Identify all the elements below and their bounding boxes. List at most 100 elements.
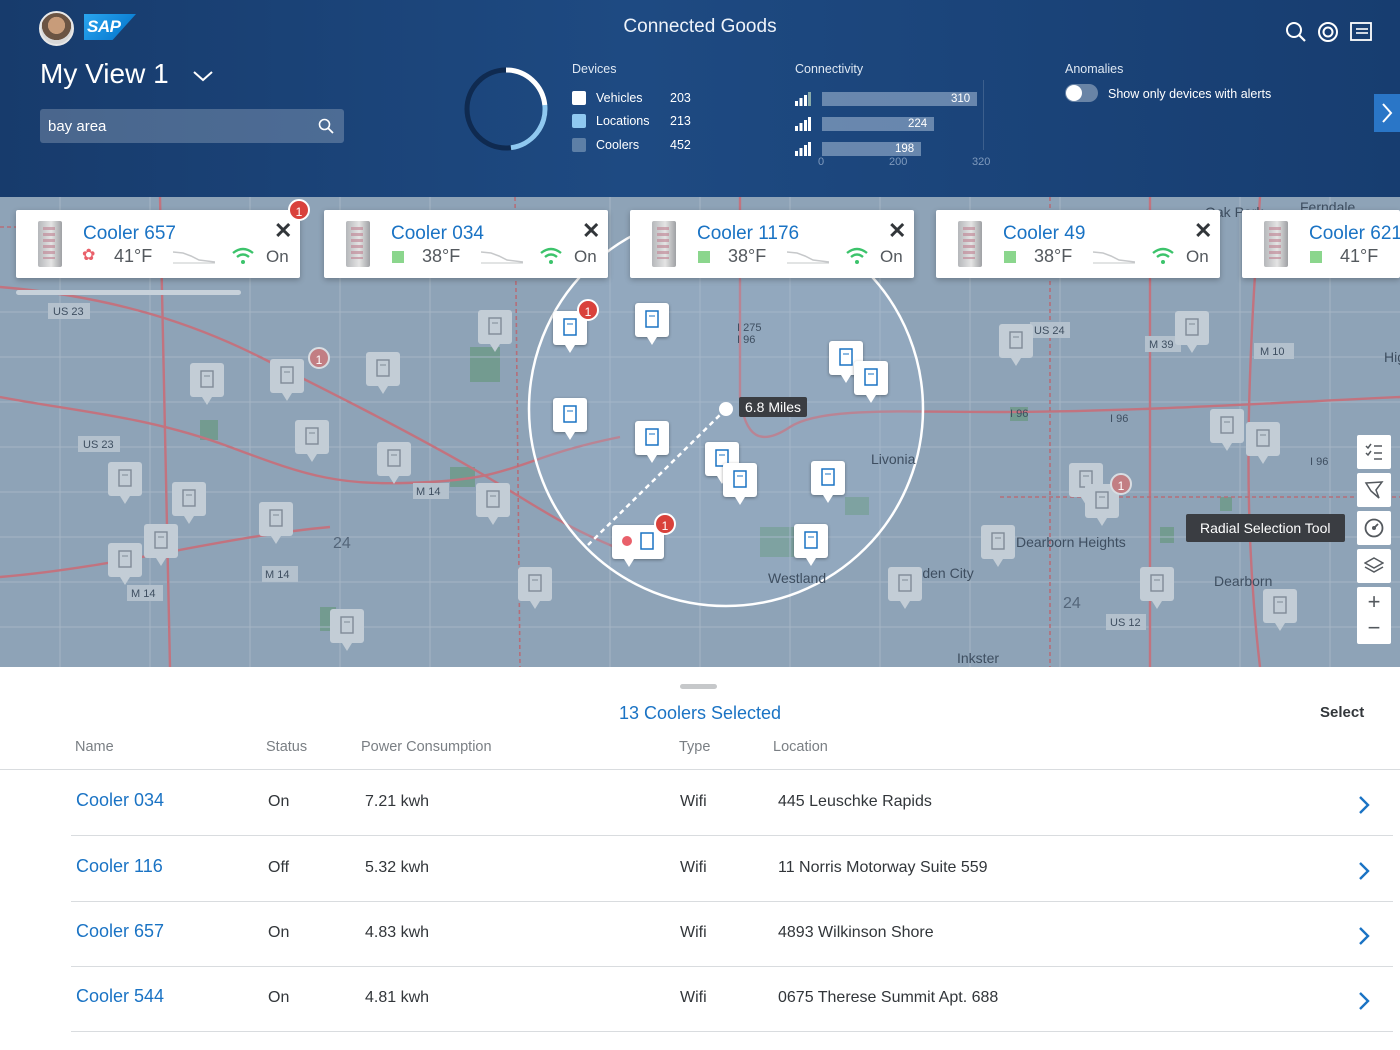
cooler-pin[interactable] [518, 567, 552, 609]
select-button[interactable]: Select [1320, 704, 1365, 721]
device-card[interactable]: Cooler 657 ✿ 41°F On ✕ [16, 210, 300, 278]
cooler-pin[interactable] [190, 363, 224, 405]
chevron-right-icon[interactable] [1357, 860, 1371, 882]
location-cell: 11 Norris Motorway Suite 559 [778, 859, 988, 876]
search-icon[interactable] [1284, 20, 1308, 44]
device-card[interactable]: Cooler 1176 38°F On ✕ [630, 210, 914, 278]
locations-swatch[interactable] [572, 114, 586, 129]
cooler-pin[interactable] [377, 442, 411, 484]
table-row[interactable]: Cooler 544 On 4.81 kwh Wifi 0675 Therese… [71, 966, 1393, 1032]
zoom-in-button[interactable]: + [1367, 589, 1381, 614]
radial-select-icon [1364, 518, 1384, 538]
user-avatar[interactable] [39, 11, 74, 46]
device-card[interactable]: Cooler 034 38°F On ✕ [324, 210, 608, 278]
close-icon[interactable]: ✕ [888, 218, 907, 243]
device-card-name[interactable]: Cooler 034 [391, 223, 484, 244]
device-card[interactable]: Cooler 49 38°F On ✕ [936, 210, 1220, 278]
list-filter-tool[interactable] [1357, 435, 1391, 469]
close-icon[interactable]: ✕ [582, 218, 601, 243]
connectivity-bar [822, 142, 921, 156]
search-icon[interactable] [318, 118, 334, 134]
close-icon[interactable]: ✕ [1194, 218, 1213, 243]
device-card-status: On [266, 247, 289, 266]
cooler-pin-selected[interactable] [635, 303, 669, 345]
device-row-vehicles[interactable]: Vehicles 203 [572, 86, 691, 110]
device-card-name[interactable]: Cooler 1176 [697, 223, 800, 244]
notifications-icon[interactable] [1316, 20, 1340, 44]
cooler-pin-selected[interactable] [794, 524, 828, 566]
distance-label: 6.8 Miles [739, 397, 808, 417]
zoom-out-button[interactable]: − [1367, 615, 1381, 640]
cooler-pin[interactable] [1246, 422, 1280, 464]
cooler-pin[interactable] [1175, 311, 1209, 353]
cooler-pin[interactable] [144, 524, 178, 566]
cooler-pin[interactable] [330, 609, 364, 651]
device-card-temp: 38°F [422, 246, 461, 266]
cooler-pin-selected[interactable] [635, 421, 669, 463]
cooler-link[interactable]: Cooler 116 [76, 856, 163, 876]
cooler-pin-selected[interactable] [553, 398, 587, 440]
column-header-location[interactable]: Location [773, 739, 828, 755]
cooler-pin-selected[interactable] [723, 463, 757, 505]
app-title: Connected Goods [623, 16, 777, 37]
temperature-sparkline [173, 251, 215, 264]
device-card-name[interactable]: Cooler 657 [83, 223, 176, 244]
cards-scroll-indicator[interactable] [16, 290, 241, 295]
vehicles-swatch[interactable] [572, 90, 586, 105]
cooler-pin[interactable] [888, 567, 922, 609]
view-title[interactable]: My View 1 [40, 58, 169, 89]
device-row-coolers[interactable]: Coolers 452 [572, 133, 691, 157]
cooler-link[interactable]: Cooler 657 [76, 921, 165, 941]
search-field[interactable] [40, 109, 344, 143]
alerts-toggle[interactable] [1065, 84, 1098, 102]
column-header-type[interactable]: Type [679, 739, 711, 755]
cooler-link[interactable]: Cooler 544 [76, 986, 165, 1006]
device-card-name[interactable]: Cooler 49 [1003, 223, 1086, 244]
cooler-pin[interactable] [270, 359, 304, 401]
close-icon[interactable]: ✕ [274, 218, 293, 243]
menu-icon[interactable] [1349, 20, 1373, 44]
device-card-name[interactable]: Cooler 621 [1309, 223, 1400, 244]
device-card[interactable]: Cooler 621 41°F [1242, 210, 1400, 278]
search-input[interactable] [40, 109, 310, 143]
cooler-pin[interactable] [295, 420, 329, 462]
cooler-pin[interactable] [259, 502, 293, 544]
wifi-icon [846, 247, 868, 264]
chevron-right-icon[interactable] [1357, 794, 1371, 816]
device-row-locations[interactable]: Locations 213 [572, 110, 691, 134]
cooler-pin[interactable] [108, 543, 142, 585]
drawer-handle[interactable] [680, 684, 717, 689]
coolers-swatch[interactable] [572, 137, 586, 152]
table-row[interactable]: Cooler 116 Off 5.32 kwh Wifi 11 Norris M… [71, 836, 1393, 902]
layers-tool[interactable] [1357, 549, 1391, 583]
map-view[interactable]: Westland Livonia Garden City Dearborn Heig… [0, 197, 1400, 667]
cooler-pin-selected[interactable] [811, 461, 845, 503]
devices-label: Devices [572, 62, 617, 76]
cooler-pin[interactable] [1210, 409, 1244, 451]
cooler-pin[interactable] [1263, 589, 1297, 631]
chevron-right-icon[interactable] [1357, 990, 1371, 1012]
column-header-power[interactable]: Power Consumption [361, 739, 492, 755]
chevron-down-icon[interactable] [192, 68, 214, 84]
cooler-pin[interactable] [172, 482, 206, 524]
cooler-link[interactable]: Cooler 034 [76, 790, 165, 810]
cooler-pin[interactable] [476, 483, 510, 525]
axis-gridline [983, 80, 984, 150]
cooler-pin[interactable] [999, 324, 1033, 366]
cooler-pin[interactable] [478, 310, 512, 352]
table-row[interactable]: Cooler 657 On 4.83 kwh Wifi 4893 Wilkins… [71, 901, 1393, 967]
cooler-pin[interactable] [981, 525, 1015, 567]
lasso-tool[interactable] [1357, 473, 1391, 507]
table-row[interactable]: Cooler 034 On 7.21 kwh Wifi 445 Leuschke… [71, 770, 1393, 836]
column-header-status[interactable]: Status [266, 739, 308, 755]
radial-selection-tool[interactable] [1357, 511, 1391, 545]
chevron-right-icon[interactable] [1357, 925, 1371, 947]
cooler-pin[interactable] [1140, 567, 1174, 609]
column-header-name[interactable]: Name [75, 739, 114, 755]
next-panel-button[interactable] [1374, 94, 1400, 132]
cooler-pin[interactable] [366, 352, 400, 394]
cooler-pin[interactable] [108, 462, 142, 504]
cooler-pin-selected[interactable] [854, 361, 888, 403]
connectivity-axis: 0 200 320 [815, 156, 1015, 168]
connectivity-chart: Connectivity 310 224 198 [795, 62, 995, 161]
